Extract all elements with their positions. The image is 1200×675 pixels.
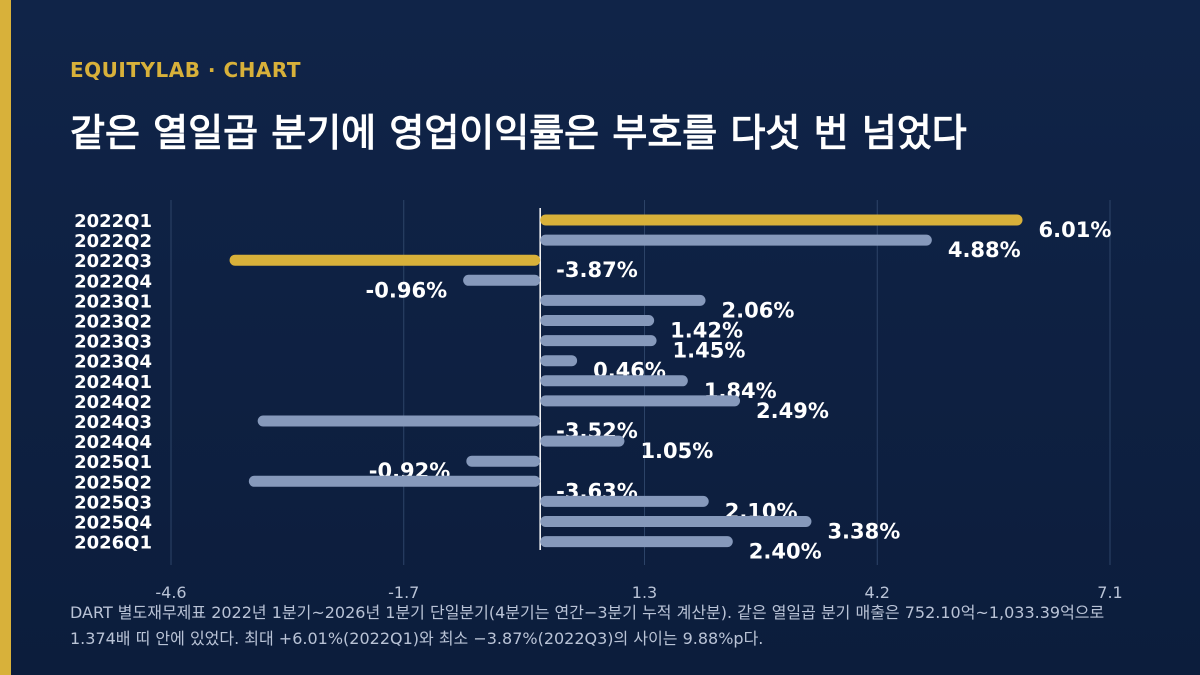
bar: [463, 274, 541, 286]
bar: [540, 516, 812, 527]
category-label: 2022Q3: [74, 251, 152, 272]
chart-title: 같은 열일곱 분기에 영업이익률은 부호를 다섯 번 넘었다: [70, 111, 967, 155]
accent-bar: [0, 0, 11, 675]
category-label: 2023Q4: [74, 352, 152, 373]
bar: [229, 254, 541, 266]
bar: [540, 315, 655, 326]
value-label: 6.01%: [1039, 218, 1112, 242]
category-label: 2024Q3: [74, 412, 152, 433]
x-tick-label: -1.7: [388, 583, 419, 602]
bar: [540, 214, 1023, 226]
bar: [540, 536, 733, 548]
category-label: 2024Q2: [74, 392, 152, 413]
category-label: 2022Q1: [74, 211, 152, 232]
bar: [466, 455, 541, 467]
x-tick-label: 4.2: [865, 583, 890, 602]
category-label: 2023Q2: [74, 312, 152, 333]
value-label: 4.88%: [948, 238, 1021, 262]
footnote: DART 별도재무제표 2022년 1분기~2026년 1분기 단일분기(4분기…: [70, 603, 1105, 648]
x-tick-label: 1.3: [632, 583, 657, 602]
category-label: 2026Q1: [74, 533, 152, 554]
category-label: 2025Q4: [74, 513, 152, 534]
bar: [257, 415, 541, 427]
bar: [540, 234, 932, 246]
bar: [540, 294, 706, 306]
x-tick-label: -4.6: [155, 583, 186, 602]
value-label: 3.38%: [827, 520, 900, 544]
kicker: EQUITYLAB · CHART: [70, 58, 301, 82]
category-label: 2025Q2: [74, 472, 152, 493]
bar: [540, 435, 625, 447]
bar: [540, 395, 741, 407]
category-label: 2025Q1: [74, 452, 152, 473]
bar: [540, 495, 709, 507]
value-label: -0.96%: [366, 278, 448, 302]
category-label: 2024Q1: [74, 372, 152, 393]
category-label: 2025Q3: [74, 492, 152, 513]
category-label: 2024Q4: [74, 432, 152, 453]
category-label: 2023Q3: [74, 332, 152, 353]
category-label: 2022Q4: [74, 271, 152, 292]
value-label: 2.40%: [749, 540, 822, 564]
category-label: 2023Q1: [74, 291, 152, 312]
value-label: 2.49%: [756, 399, 829, 423]
bar: [248, 475, 541, 487]
value-label: 2.06%: [722, 298, 795, 322]
bar: [540, 335, 657, 347]
value-label: 1.45%: [673, 339, 746, 363]
value-label: 1.42%: [670, 319, 743, 343]
bar: [540, 375, 688, 387]
value-label: -3.87%: [556, 258, 638, 282]
bar: [540, 355, 578, 367]
x-tick-label: 7.1: [1097, 583, 1122, 602]
category-label: 2022Q2: [74, 231, 152, 252]
value-label: 1.05%: [640, 439, 713, 463]
